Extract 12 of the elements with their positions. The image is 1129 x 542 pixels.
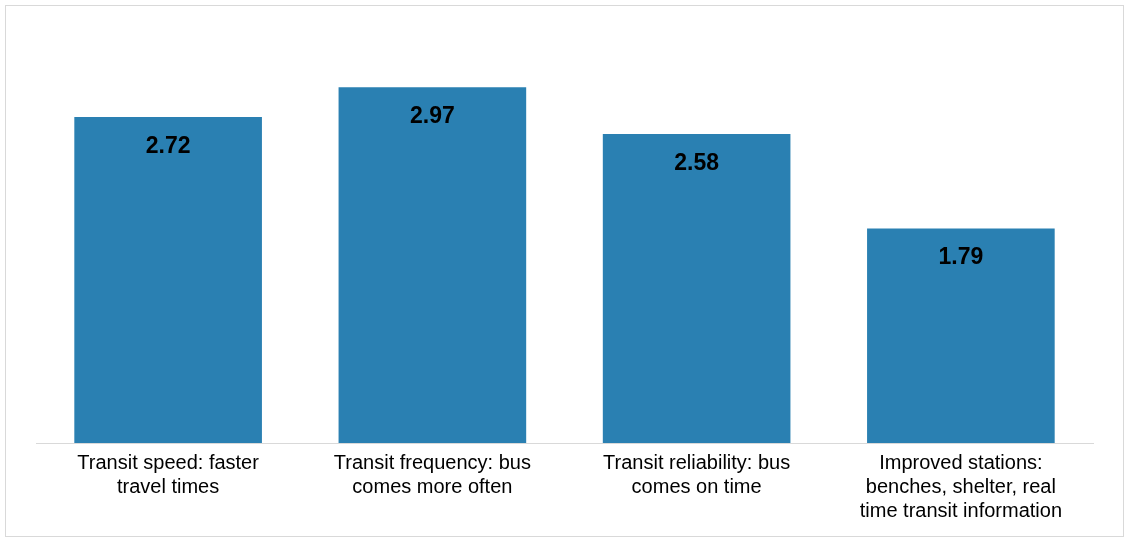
x-tick-label: Transit reliability: bus comes on time	[603, 450, 791, 497]
bar	[602, 133, 791, 443]
x-tick-label: Improved stations: benches, shelter, real time transit information	[859, 450, 1063, 521]
x-tick-label: Transit speed: faster travel times	[77, 450, 260, 497]
x-tick-label: Transit frequency: bus comes more often	[333, 450, 531, 497]
bar	[867, 228, 1055, 443]
data-label: 2.72	[145, 131, 191, 158]
data-label: 2.97	[409, 102, 455, 129]
data-label: 2.58	[674, 148, 720, 175]
data-label: 1.79	[938, 243, 984, 270]
bar	[74, 117, 262, 443]
bar	[338, 87, 527, 443]
